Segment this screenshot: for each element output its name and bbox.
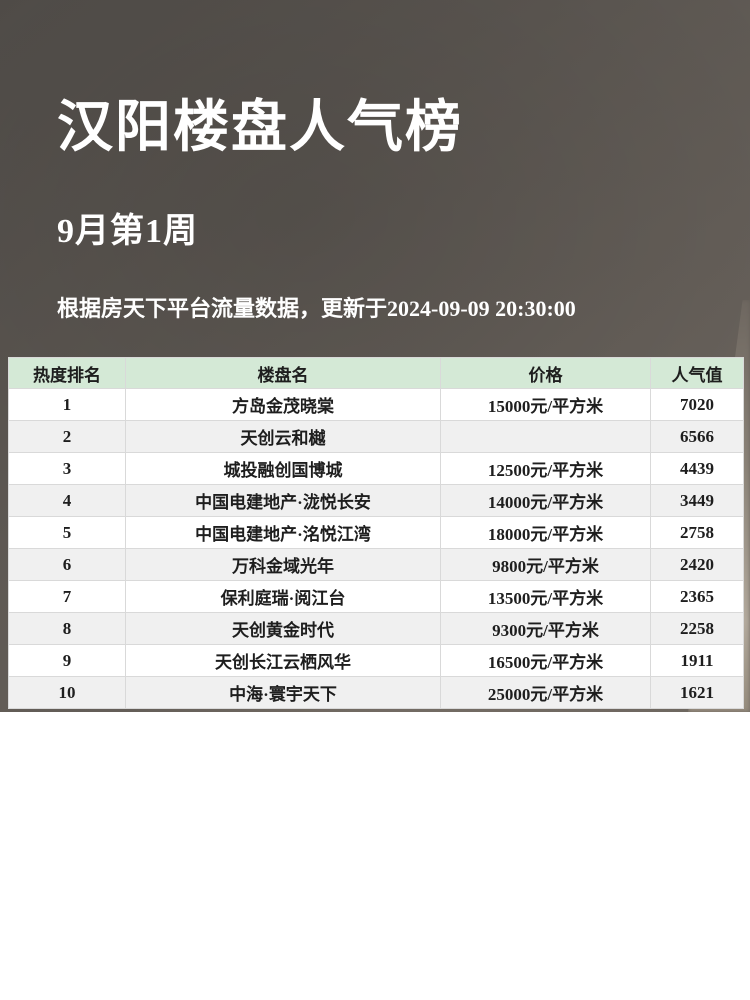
name-cell: 万科金域光年 xyxy=(125,548,441,581)
rank-cell: 8 xyxy=(8,612,126,645)
popularity-cell: 2365 xyxy=(650,580,744,613)
rank-cell: 3 xyxy=(8,452,126,485)
price-cell: 18000元/平方米 xyxy=(440,516,651,549)
column-header-rank: 热度排名 xyxy=(8,357,126,389)
popularity-cell: 4439 xyxy=(650,452,744,485)
source-update-note: 根据房天下平台流量数据，更新于2024-09-09 20:30:00 xyxy=(57,296,576,321)
popularity-cell: 3449 xyxy=(650,484,744,517)
rank-cell: 10 xyxy=(8,676,126,709)
name-cell: 城投融创国博城 xyxy=(125,452,441,485)
table-row: 7 保利庭瑞·阅江台 13500元/平方米 2365 xyxy=(8,580,744,613)
rank-cell: 2 xyxy=(8,420,126,453)
popularity-cell: 1911 xyxy=(650,644,744,677)
table-row: 2 天创云和樾 6566 xyxy=(8,420,744,453)
table-row: 8 天创黄金时代 9300元/平方米 2258 xyxy=(8,612,744,645)
table-header-row: 热度排名 楼盘名 价格 人气值 xyxy=(8,357,744,389)
table-row: 9 天创长江云栖风华 16500元/平方米 1911 xyxy=(8,644,744,677)
price-cell: 9300元/平方米 xyxy=(440,612,651,645)
name-cell: 天创长江云栖风华 xyxy=(125,644,441,677)
rank-cell: 5 xyxy=(8,516,126,549)
popularity-cell: 2258 xyxy=(650,612,744,645)
price-cell xyxy=(440,420,651,453)
page-title: 汉阳楼盘人气榜 xyxy=(57,97,463,159)
table-row: 5 中国电建地产·洺悦江湾 18000元/平方米 2758 xyxy=(8,516,744,549)
column-header-popularity: 人气值 xyxy=(650,357,744,389)
name-cell: 天创黄金时代 xyxy=(125,612,441,645)
period-subtitle: 9月第1周 xyxy=(57,213,198,250)
name-cell: 保利庭瑞·阅江台 xyxy=(125,580,441,613)
rank-cell: 6 xyxy=(8,548,126,581)
popularity-cell: 2758 xyxy=(650,516,744,549)
price-cell: 16500元/平方米 xyxy=(440,644,651,677)
table-row: 1 方岛金茂晓棠 15000元/平方米 7020 xyxy=(8,388,744,421)
rank-cell: 4 xyxy=(8,484,126,517)
rank-cell: 7 xyxy=(8,580,126,613)
table-row: 4 中国电建地产·泷悦长安 14000元/平方米 3449 xyxy=(8,484,744,517)
table-row: 10 中海·寰宇天下 25000元/平方米 1621 xyxy=(8,676,744,709)
name-cell: 天创云和樾 xyxy=(125,420,441,453)
name-cell: 中海·寰宇天下 xyxy=(125,676,441,709)
popularity-cell: 1621 xyxy=(650,676,744,709)
price-cell: 13500元/平方米 xyxy=(440,580,651,613)
ranking-table: 热度排名 楼盘名 价格 人气值 1 方岛金茂晓棠 15000元/平方米 7020… xyxy=(8,357,744,709)
popularity-cell: 2420 xyxy=(650,548,744,581)
rank-cell: 1 xyxy=(8,388,126,421)
table-row: 6 万科金域光年 9800元/平方米 2420 xyxy=(8,548,744,581)
rank-cell: 9 xyxy=(8,644,126,677)
popularity-cell: 6566 xyxy=(650,420,744,453)
price-cell: 9800元/平方米 xyxy=(440,548,651,581)
name-cell: 中国电建地产·洺悦江湾 xyxy=(125,516,441,549)
popularity-cell: 7020 xyxy=(650,388,744,421)
price-cell: 15000元/平方米 xyxy=(440,388,651,421)
price-cell: 12500元/平方米 xyxy=(440,452,651,485)
column-header-price: 价格 xyxy=(440,357,651,389)
column-header-name: 楼盘名 xyxy=(125,357,441,389)
table-row: 3 城投融创国博城 12500元/平方米 4439 xyxy=(8,452,744,485)
price-cell: 25000元/平方米 xyxy=(440,676,651,709)
price-cell: 14000元/平方米 xyxy=(440,484,651,517)
name-cell: 方岛金茂晓棠 xyxy=(125,388,441,421)
name-cell: 中国电建地产·泷悦长安 xyxy=(125,484,441,517)
